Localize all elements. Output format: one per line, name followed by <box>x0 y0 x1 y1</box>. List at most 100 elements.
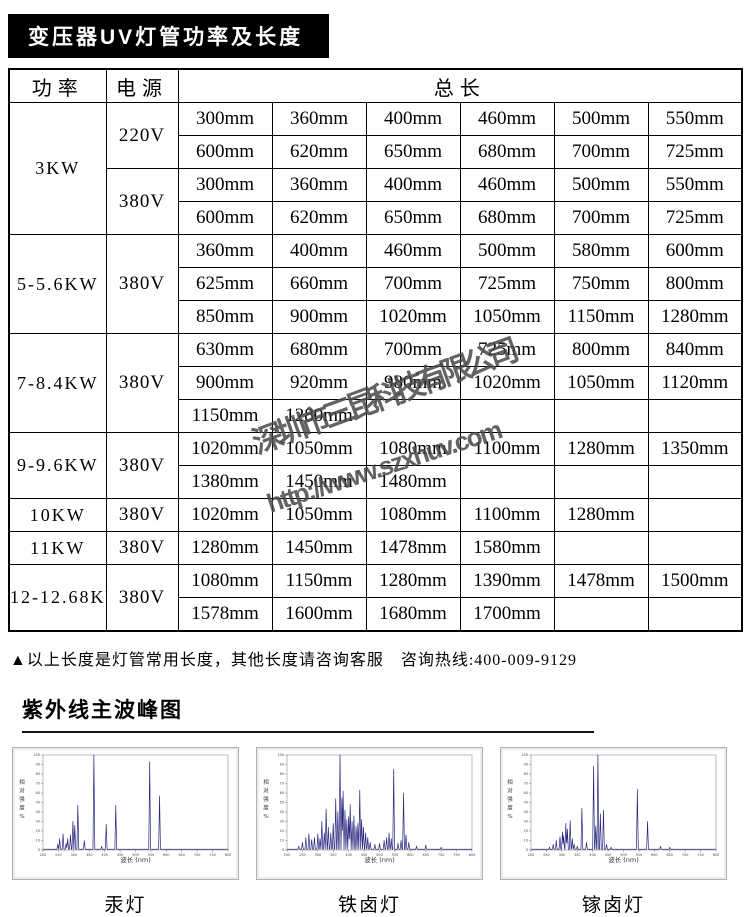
length-cell: 550mm <box>647 102 743 136</box>
svg-text:70: 70 <box>36 782 40 786</box>
length-cell <box>647 399 743 433</box>
svg-text:30: 30 <box>280 820 284 824</box>
length-usage-note: ▲以上长度是灯管常用长度，其他长度请咨询客服 咨询热线:400-009-9129 <box>10 652 577 669</box>
power-cell: 5-5.6KW <box>8 234 107 334</box>
length-cell: 850mm <box>177 300 273 334</box>
svg-text:350: 350 <box>86 853 92 857</box>
svg-text:波长 (nm): 波长 (nm) <box>120 855 151 864</box>
table-row: 380V 300mm 360mm 400mm 460mm 500mm 550mm <box>9 168 743 235</box>
svg-text:650: 650 <box>667 853 673 857</box>
svg-text:10: 10 <box>280 839 284 843</box>
table-row: 9-9.6KW 380V 1020mm 1050mm 1080mm 1100mm 1280m… <box>8 432 743 499</box>
power-cell: 12-12.68KW <box>8 564 107 632</box>
svg-text:30: 30 <box>524 820 528 824</box>
svg-text:400: 400 <box>101 853 107 857</box>
length-cell: 1080mm <box>365 432 461 466</box>
svg-text:90: 90 <box>280 763 284 767</box>
length-cell: 1150mm <box>553 300 649 334</box>
length-cell: 1578mm <box>177 597 273 632</box>
length-cell: 660mm <box>271 267 367 301</box>
svg-text:强: 强 <box>507 796 513 803</box>
svg-text:800: 800 <box>225 853 231 857</box>
svg-text:对: 对 <box>507 787 513 795</box>
svg-text:500: 500 <box>376 853 382 857</box>
length-cell: 600mm <box>647 234 743 268</box>
svg-text:0: 0 <box>526 848 528 852</box>
length-cell <box>365 399 461 433</box>
length-cell: 360mm <box>177 234 273 268</box>
length-cell: 700mm <box>365 267 461 301</box>
lamp-length-table: 功率 电源 总长 3KW 220V 300mm 360mm 400mm 460mm 500mm 55… <box>8 68 744 632</box>
length-cell: 1120mm <box>647 366 743 400</box>
svg-text:0: 0 <box>282 848 284 852</box>
length-cell: 1280mm <box>271 399 367 433</box>
length-cell: 1020mm <box>177 432 273 466</box>
svg-text:100: 100 <box>522 753 528 757</box>
length-cell: 725mm <box>459 333 555 367</box>
svg-text:750: 750 <box>209 853 215 857</box>
svg-text:波长 (nm): 波长 (nm) <box>608 855 639 864</box>
length-cell: 1280mm <box>647 300 743 334</box>
length-cell: 1350mm <box>647 432 743 466</box>
length-cell: 1280mm <box>177 531 273 565</box>
length-cell: 1050mm <box>459 300 555 334</box>
svg-text:相: 相 <box>263 778 269 786</box>
length-cell: 460mm <box>459 102 555 136</box>
voltage-cell: 220V <box>105 102 179 169</box>
svg-text:750: 750 <box>697 853 703 857</box>
svg-text:250: 250 <box>299 853 305 857</box>
length-cell: 1700mm <box>459 597 555 632</box>
voltage-cell: 380V <box>105 531 179 565</box>
length-cell: 920mm <box>271 366 367 400</box>
length-cell: 620mm <box>271 201 367 235</box>
length-cell: 360mm <box>271 102 367 136</box>
length-cell: 1050mm <box>553 366 649 400</box>
svg-text:40: 40 <box>280 810 284 814</box>
length-cell: 500mm <box>553 102 649 136</box>
length-cell: 700mm <box>553 201 649 235</box>
page-title: 变压器UV灯管功率及长度 <box>8 14 330 58</box>
voltage-cell: 380V <box>105 168 179 235</box>
svg-text:500: 500 <box>132 853 138 857</box>
voltage-cell: 380V <box>105 564 179 632</box>
length-cell: 1478mm <box>553 564 649 598</box>
svg-text:70: 70 <box>524 782 528 786</box>
svg-text:20: 20 <box>36 829 40 833</box>
power-cell: 9-9.6KW <box>8 432 107 499</box>
svg-text:100: 100 <box>34 753 40 757</box>
svg-text:对: 对 <box>263 787 269 795</box>
length-cell: 600mm <box>177 135 273 169</box>
power-header: 功率 <box>8 68 107 103</box>
svg-text:450: 450 <box>605 853 611 857</box>
length-cell: 550mm <box>647 168 743 202</box>
svg-text:700: 700 <box>682 853 688 857</box>
length-cell: 700mm <box>553 135 649 169</box>
table-row: 12-12.68KW380V1080mm1150mm1280mm1390mm14… <box>8 564 743 632</box>
svg-text:80: 80 <box>280 772 284 776</box>
length-cell: 600mm <box>177 201 273 235</box>
svg-text:度: 度 <box>19 804 25 812</box>
svg-text:200: 200 <box>528 853 534 857</box>
length-cell: 630mm <box>177 333 273 367</box>
gallium-halide-lamp-spectrum-panel: 200 250 300 350 400 450 500 550 600 650 700 750 800 0… <box>500 747 727 880</box>
length-cell <box>647 498 743 532</box>
svg-text:10: 10 <box>36 839 40 843</box>
svg-text:20: 20 <box>524 829 528 833</box>
length-cell: 400mm <box>365 102 461 136</box>
svg-text:0: 0 <box>38 848 40 852</box>
length-cell: 1050mm <box>271 498 367 532</box>
mercury-lamp-spectrum: 200 250 300 350 400 450 500 550 600 650 700 750 800 0… <box>19 753 231 864</box>
length-cell: 800mm <box>553 333 649 367</box>
total-length-header: 总长 <box>177 68 743 103</box>
length-cell: 300mm <box>177 168 273 202</box>
length-cell: 1450mm <box>271 465 367 499</box>
length-cell: 580mm <box>553 234 649 268</box>
length-cell: 1600mm <box>271 597 367 632</box>
svg-text:对: 对 <box>19 787 25 795</box>
svg-text:300: 300 <box>315 853 321 857</box>
svg-text:相: 相 <box>19 778 25 786</box>
length-cell: 800mm <box>647 267 743 301</box>
svg-text:90: 90 <box>36 763 40 767</box>
svg-text:70: 70 <box>280 782 284 786</box>
svg-text:300: 300 <box>559 853 565 857</box>
